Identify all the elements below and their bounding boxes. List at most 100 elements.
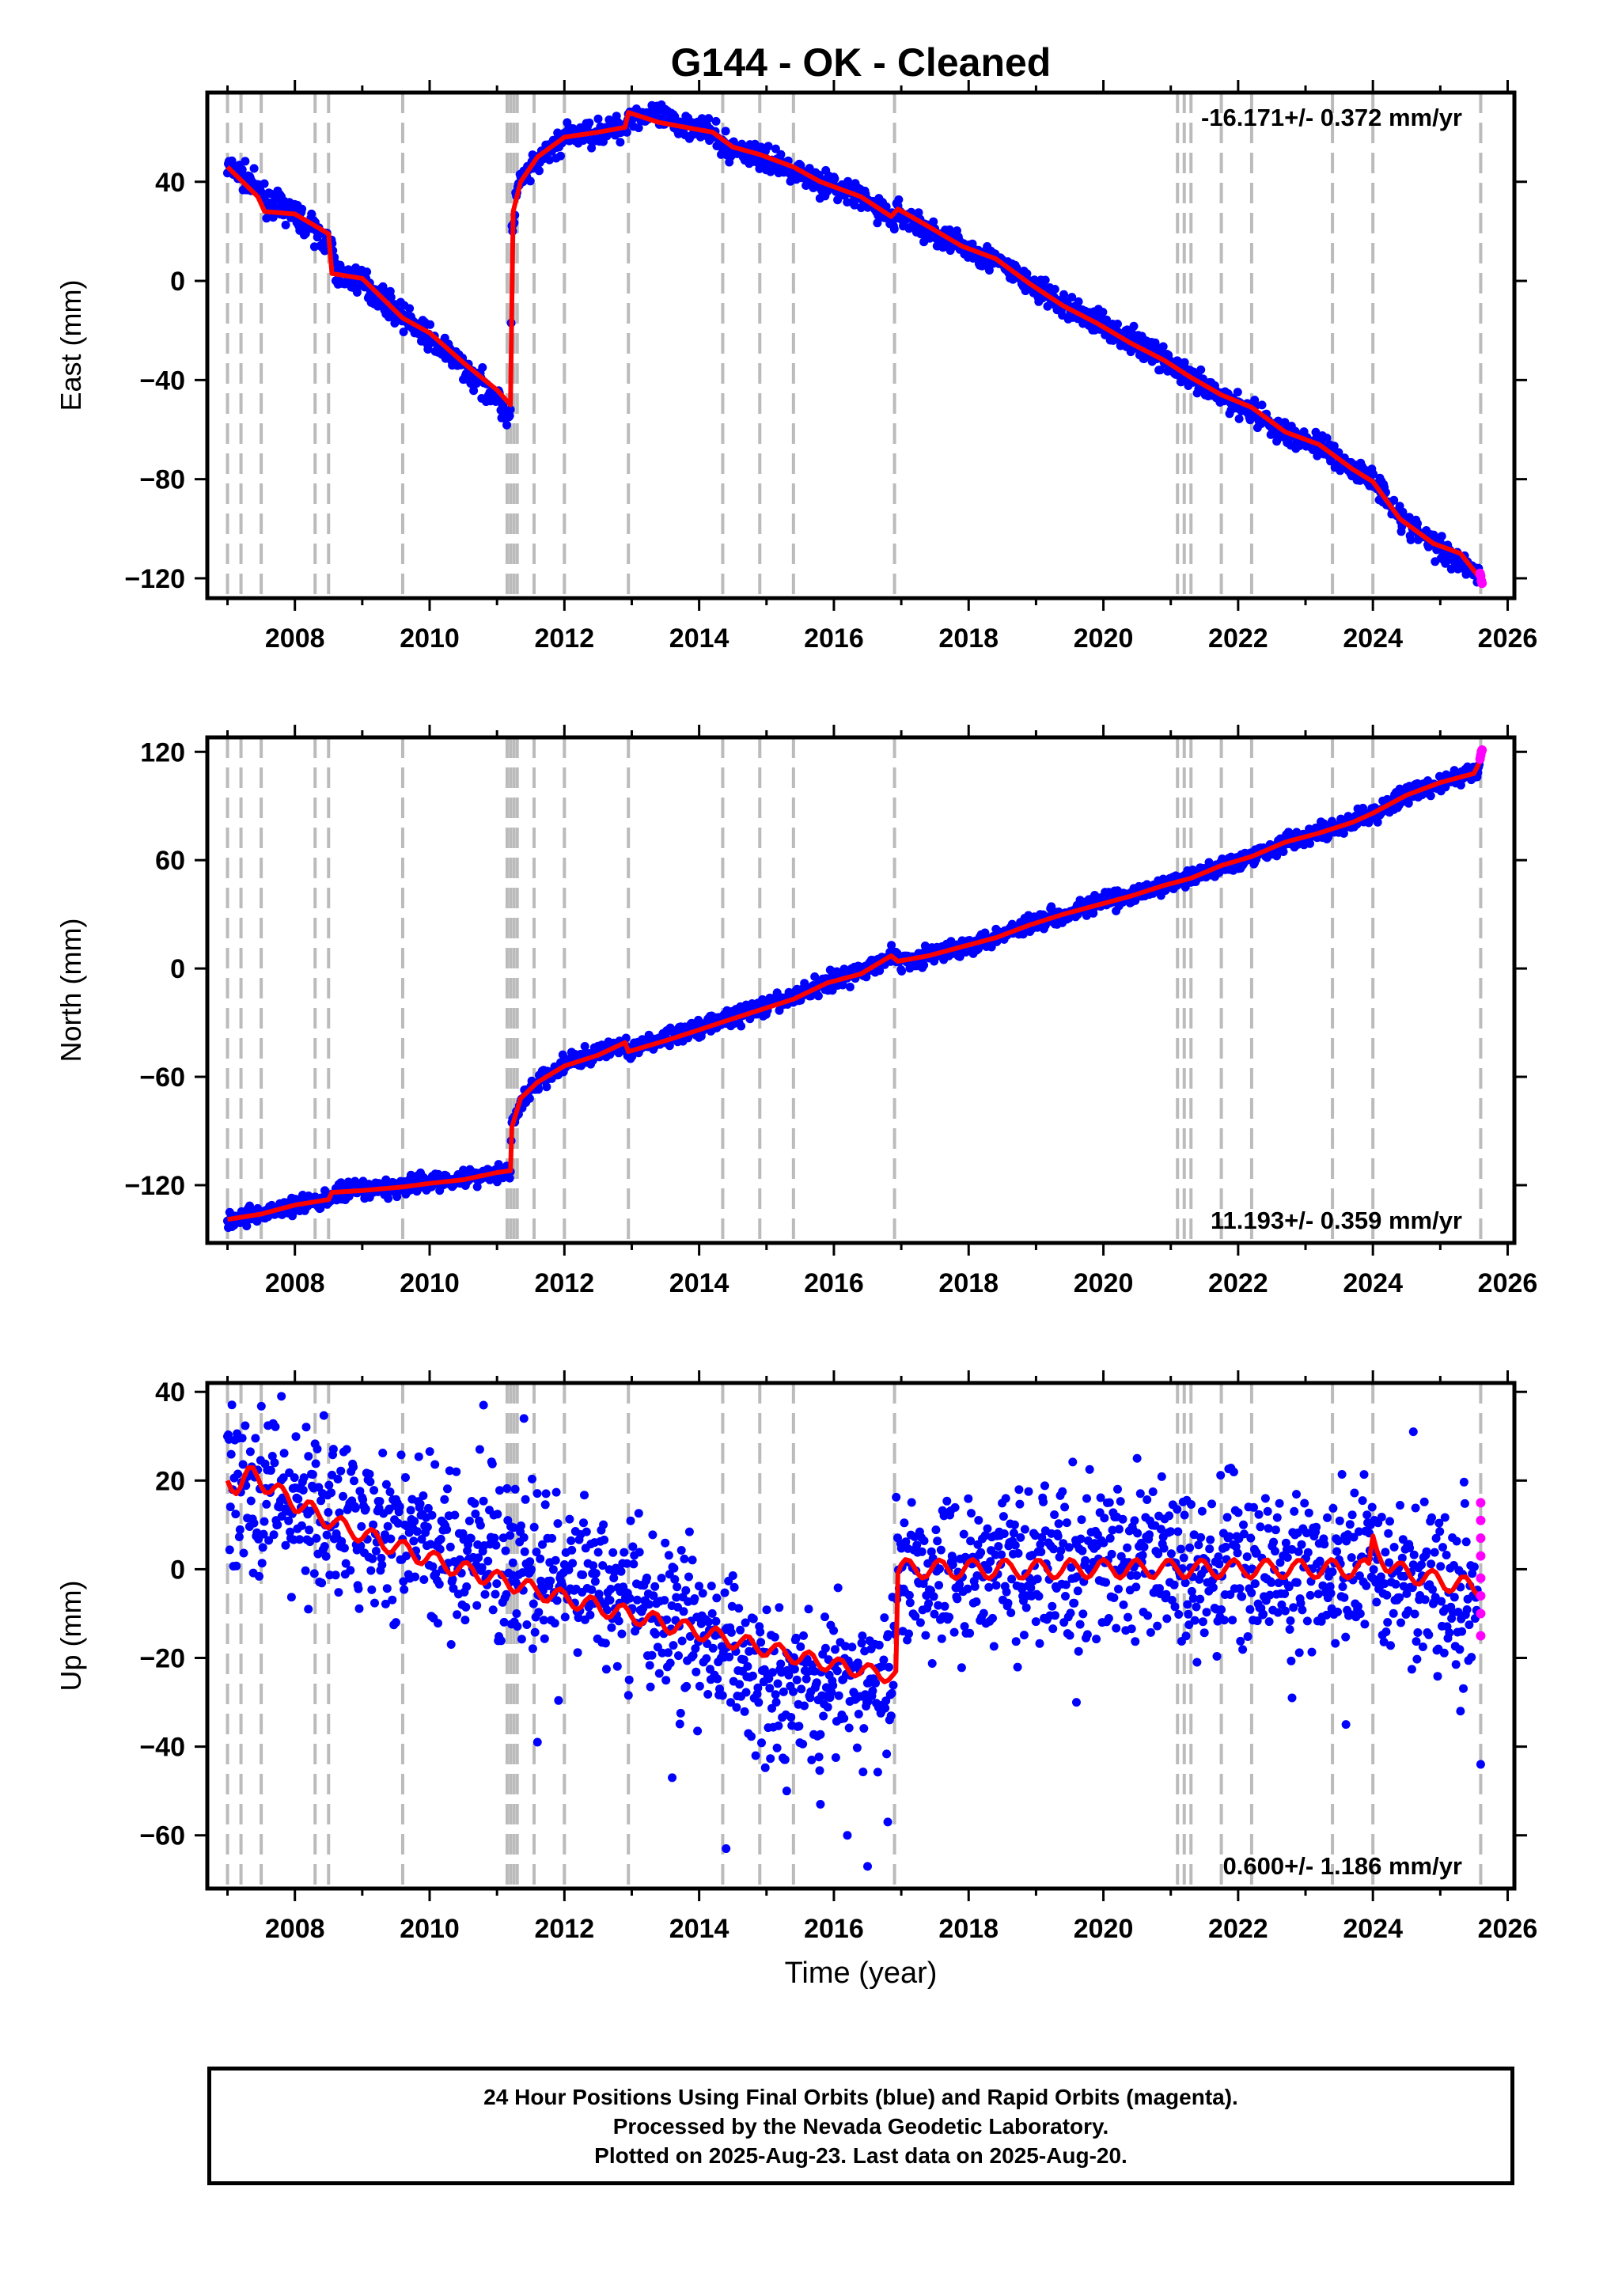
east-x-tick-label: 2018: [938, 623, 999, 654]
up-data-point: [507, 1570, 517, 1580]
east-data-point: [1156, 366, 1165, 375]
up-data-point: [1173, 1505, 1182, 1514]
up-data-point: [1006, 1608, 1016, 1617]
up-data-point: [735, 1680, 745, 1689]
up-data-point: [1085, 1464, 1094, 1474]
up-data-point: [1099, 1538, 1108, 1548]
up-data-point: [963, 1584, 972, 1593]
up-data-point: [984, 1582, 994, 1592]
east-data-point: [386, 293, 396, 302]
up-data-point: [1183, 1600, 1192, 1609]
up-data-point: [234, 1533, 244, 1541]
up-data-point: [324, 1508, 333, 1517]
up-data-point: [831, 1753, 840, 1762]
north-x-tick-label: 2016: [804, 1268, 864, 1298]
up-data-point: [1123, 1543, 1132, 1552]
up-data-point: [1070, 1598, 1079, 1608]
up-data-point: [802, 1674, 811, 1684]
up-data-point: [378, 1449, 388, 1457]
up-data-point: [1062, 1518, 1071, 1528]
north-data-point: [919, 960, 929, 970]
up-data-point: [402, 1552, 411, 1561]
up-data-point: [1148, 1487, 1158, 1496]
up-data-point: [1056, 1546, 1066, 1555]
up-data-point: [728, 1571, 737, 1580]
up-data-point: [245, 1447, 255, 1457]
up-data-point: [650, 1582, 660, 1591]
up-data-point: [499, 1617, 509, 1627]
north-plot-frame: [205, 735, 1517, 1245]
up-data-point: [766, 1754, 775, 1764]
east-data-point: [711, 116, 721, 126]
up-data-point: [598, 1561, 608, 1570]
east-data-point: [1257, 400, 1267, 410]
up-data-point: [1002, 1587, 1011, 1597]
up-data-point: [582, 1527, 591, 1536]
up-data-point: [1179, 1553, 1188, 1563]
up-data-point: [780, 1755, 790, 1764]
up-data-point: [935, 1564, 944, 1574]
up-data-point: [959, 1529, 968, 1539]
up-data-point: [587, 1585, 597, 1594]
up-data-point: [1116, 1497, 1125, 1506]
up-data-point: [1226, 1590, 1235, 1599]
east-data-point: [1233, 388, 1242, 397]
up-data-point: [974, 1516, 983, 1525]
east-data-point: [704, 114, 714, 123]
up-data-point: [474, 1553, 483, 1563]
up-data-point: [1040, 1481, 1049, 1491]
up-data-point: [294, 1495, 303, 1504]
up-data-point: [692, 1667, 701, 1677]
up-data-point: [246, 1496, 256, 1506]
up-data-point: [1217, 1605, 1226, 1614]
east-data-point: [984, 266, 994, 275]
up-data-point: [635, 1548, 644, 1557]
up-data-point: [501, 1546, 510, 1555]
up-data-point: [1198, 1617, 1207, 1627]
up-data-point: [1206, 1535, 1215, 1544]
up-data-point: [1077, 1515, 1086, 1525]
up-data-point: [1190, 1616, 1199, 1625]
up-data-point: [669, 1563, 679, 1573]
up-data-point: [1114, 1525, 1124, 1534]
up-data-point: [681, 1586, 691, 1595]
up-data-point: [589, 1561, 598, 1570]
north-y-tick-label: 120: [140, 737, 185, 767]
up-data-point: [1166, 1549, 1176, 1559]
east-data-point: [556, 151, 565, 161]
up-data-point: [892, 1492, 901, 1502]
up-data-point: [335, 1508, 344, 1517]
north-data-point: [472, 1182, 482, 1192]
east-data-point: [1059, 290, 1068, 299]
east-data-point: [505, 411, 514, 421]
up-data-point: [427, 1510, 437, 1520]
up-data-point: [488, 1605, 498, 1615]
up-data-point: [393, 1518, 403, 1528]
up-data-point: [1024, 1487, 1033, 1496]
up-data-point: [383, 1521, 392, 1531]
up-data-point: [934, 1581, 944, 1590]
east-data-point: [585, 118, 594, 127]
up-data-point: [680, 1554, 689, 1563]
east-data-point: [469, 386, 479, 396]
up-data-point: [320, 1542, 329, 1551]
up-data-point: [1073, 1586, 1082, 1596]
east-data-point: [1413, 519, 1422, 529]
up-data-point: [765, 1684, 775, 1693]
north-y-tick-label: 0: [170, 954, 185, 984]
up-data-point: [799, 1631, 808, 1640]
up-data-point: [367, 1585, 377, 1594]
up-data-point: [930, 1609, 939, 1619]
up-data-point: [1048, 1601, 1057, 1611]
up-data-point: [442, 1525, 452, 1534]
east-x-tick-label: 2026: [1478, 623, 1538, 654]
up-data-point: [301, 1423, 311, 1432]
up-data-point: [617, 1629, 627, 1639]
up-data-point: [664, 1551, 673, 1560]
up-data-point: [624, 1675, 634, 1684]
up-data-point: [608, 1548, 618, 1557]
up-data-point: [517, 1635, 526, 1644]
up-data-point: [715, 1684, 724, 1694]
up-data-point: [657, 1574, 666, 1583]
up-data-point: [740, 1707, 749, 1716]
